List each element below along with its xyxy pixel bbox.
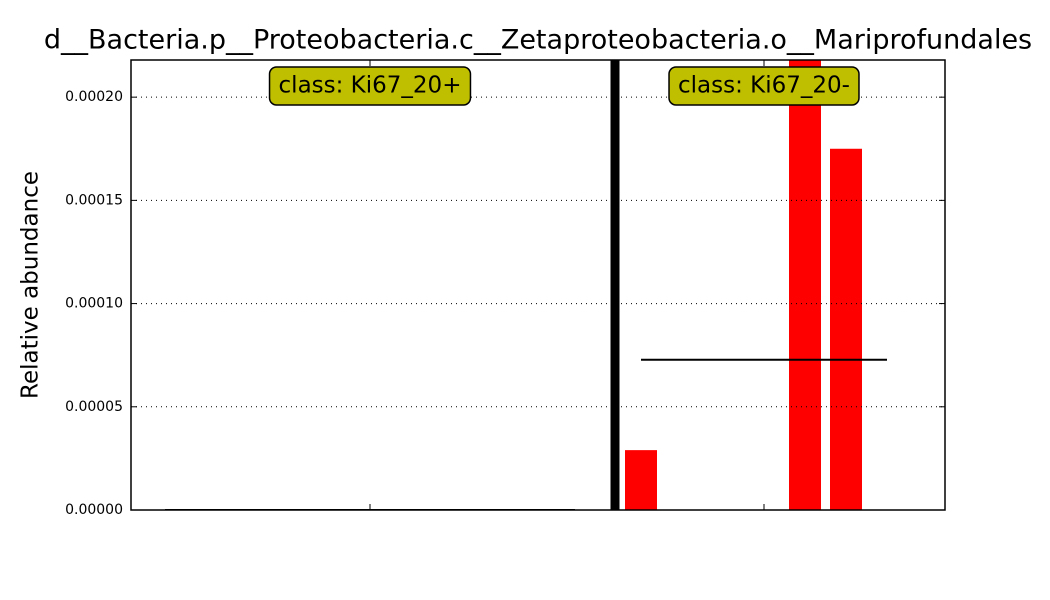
plot-frame [130,59,946,511]
bar [830,148,862,510]
chart-title: d__Bacteria.p__Proteobacteria.c__Zetapro… [44,25,1032,56]
bar [789,60,821,510]
class-label: class: Ki67_20- [678,73,850,99]
class-label-box [268,66,472,106]
class-label: class: Ki67_20+ [279,73,462,99]
y-axis-label: Relative abundance [18,171,44,399]
class-label-box [668,66,860,106]
bar [625,450,657,510]
y-tick-label: 0.00015 [65,192,123,208]
y-tick-label: 0.00010 [65,296,123,312]
y-tick-label: 0.00020 [65,89,123,105]
y-tick-label: 0.00000 [65,502,123,518]
y-tick-label: 0.00005 [65,399,123,415]
plot-area [165,60,887,510]
